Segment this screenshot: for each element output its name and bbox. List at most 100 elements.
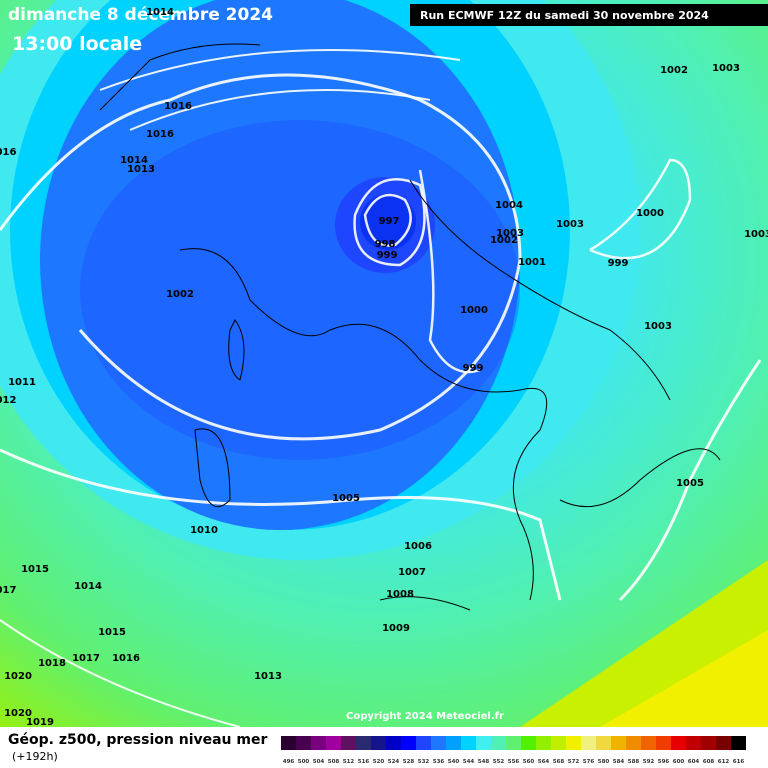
forecast-date: dimanche 8 décembre 2024 — [8, 5, 273, 25]
isobar-label: 1000 — [636, 208, 664, 219]
isobar-label: 1002 — [660, 65, 688, 76]
isobar-label: 1016 — [164, 101, 192, 112]
scale-swatch — [641, 736, 656, 750]
isobar-label: 1016 — [146, 129, 174, 140]
scale-swatch — [731, 736, 746, 750]
scale-swatch — [656, 736, 671, 750]
isobar-label: 998 — [375, 239, 396, 250]
scale-swatch — [476, 736, 491, 750]
scale-label: 496 — [283, 759, 295, 765]
isobar-label: 1008 — [386, 589, 414, 600]
isobar-label: 1020 — [4, 708, 32, 719]
isobar-label: 1015 — [98, 627, 126, 638]
scale-label: 544 — [463, 759, 475, 765]
scale-swatch — [686, 736, 701, 750]
scale-label: 512 — [343, 759, 355, 765]
scale-label: 560 — [523, 759, 535, 765]
scale-label: 504 — [313, 759, 325, 765]
isobar-labels: 1014101610161014101301699799899910041003… — [0, 7, 768, 728]
isobar-label: 1003 — [744, 229, 768, 240]
scale-swatch — [446, 736, 461, 750]
scale-label: 588 — [628, 759, 640, 765]
isobar-label: 1001 — [518, 257, 546, 268]
scale-swatch — [581, 736, 596, 750]
isobar-label: 1006 — [404, 541, 432, 552]
isobar-label: 017 — [0, 585, 16, 596]
scale-label: 572 — [568, 759, 580, 765]
isobar-label: 1003 — [644, 321, 672, 332]
scale-label: 584 — [613, 759, 625, 765]
scale-label: 564 — [538, 759, 550, 765]
scale-swatch — [341, 736, 356, 750]
scale-label: 596 — [658, 759, 670, 765]
scale-label: 524 — [388, 759, 400, 765]
isobar-label: 016 — [0, 147, 16, 158]
isobar-label: 1014 — [120, 155, 148, 166]
isobar-label: 999 — [463, 363, 484, 374]
scale-swatch — [461, 736, 476, 750]
run-info: Run ECMWF 12Z du samedi 30 novembre 2024 — [420, 9, 709, 22]
scale-label: 540 — [448, 759, 460, 765]
scale-swatch — [596, 736, 611, 750]
scale-label: 608 — [703, 759, 715, 765]
isobar-label: 1003 — [556, 219, 584, 230]
scale-label: 612 — [718, 759, 730, 765]
isobar-label: 1002 — [490, 235, 518, 246]
isobar-label: 1011 — [8, 377, 36, 388]
color-scale: 496 500 504 508 512 516 520 524 528 532 536 540 544 5… — [281, 736, 746, 765]
isobar-label: 1007 — [398, 567, 426, 578]
scale-swatch — [431, 736, 446, 750]
scale-swatch — [626, 736, 641, 750]
isobar-label: 999 — [377, 250, 398, 261]
scale-swatch — [371, 736, 386, 750]
scale-swatch — [701, 736, 716, 750]
scale-label: 592 — [643, 759, 655, 765]
scale-label: 536 — [433, 759, 445, 765]
scale-label: 528 — [403, 759, 415, 765]
isobar-label: 1014 — [146, 7, 174, 18]
scale-label: 500 — [298, 759, 310, 765]
scale-swatch — [551, 736, 566, 750]
scale-label: 576 — [583, 759, 595, 765]
isobar-label: 997 — [379, 216, 400, 227]
scale-swatch — [401, 736, 416, 750]
scale-swatch — [281, 736, 296, 750]
map-background — [0, 0, 768, 727]
scale-swatch — [506, 736, 521, 750]
isobar-label: 1002 — [166, 289, 194, 300]
scale-swatch — [536, 736, 551, 750]
scale-swatch — [491, 736, 506, 750]
scale-label: 600 — [673, 759, 685, 765]
legend-title: Géop. z500, pression niveau mer — [8, 732, 267, 748]
isobar-label: 1013 — [254, 671, 282, 682]
scale-label: 568 — [553, 759, 565, 765]
isobar-label: 1005 — [332, 493, 360, 504]
scale-swatch — [296, 736, 311, 750]
isobar-label: 1014 — [74, 581, 102, 592]
isobar-label: 1009 — [382, 623, 410, 634]
copyright: Copyright 2024 Meteociel.fr — [346, 711, 504, 722]
isobar-label: 999 — [608, 258, 629, 269]
forecast-time: 13:00 locale — [12, 33, 142, 55]
scale-label: 548 — [478, 759, 490, 765]
isobar-label: 1018 — [38, 658, 66, 669]
isobar-label: 1003 — [712, 63, 740, 74]
isobar-label: 1000 — [460, 305, 488, 316]
scale-swatch — [386, 736, 401, 750]
scale-swatch — [716, 736, 731, 750]
isobar-label: 1004 — [495, 200, 523, 211]
scale-label: 520 — [373, 759, 385, 765]
isobar-label: 1019 — [26, 717, 54, 728]
isobar-label: 1013 — [127, 164, 155, 175]
run-banner — [410, 4, 768, 26]
isobar-label: 1017 — [72, 653, 100, 664]
scale-label: 556 — [508, 759, 520, 765]
scale-label: 552 — [493, 759, 505, 765]
legend-subtitle: (+192h) — [12, 750, 58, 763]
scale-label: 604 — [688, 759, 700, 765]
isobar-label: 1003 — [496, 228, 524, 239]
scale-label: 508 — [328, 759, 340, 765]
isobar-label: 1020 — [4, 671, 32, 682]
scale-label: 616 — [733, 759, 745, 765]
